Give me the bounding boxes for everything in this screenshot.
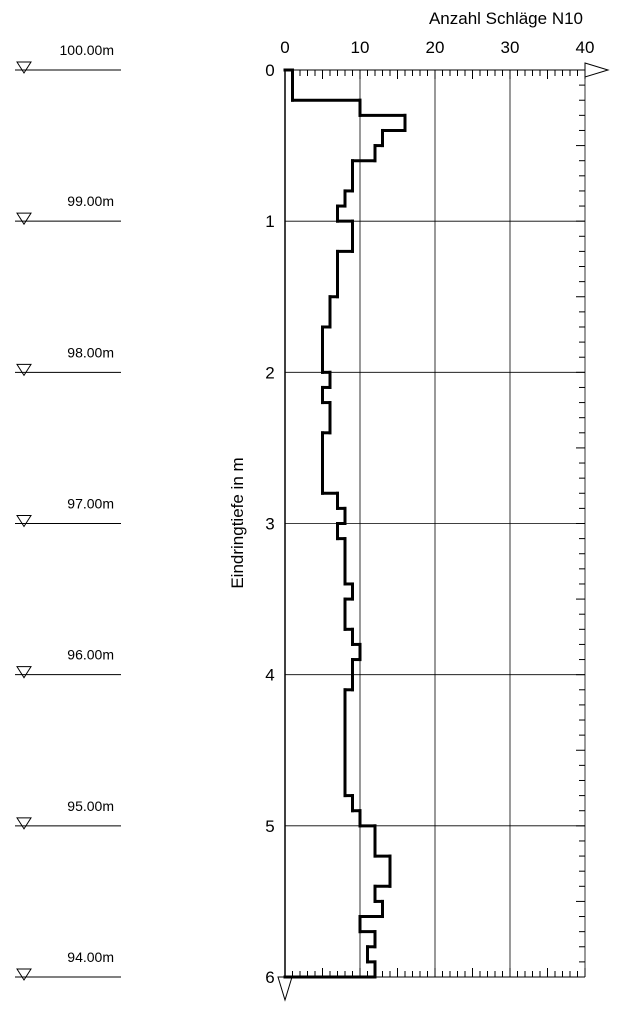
- x-axis-arrow: [584, 62, 610, 78]
- elevation-marker: [16, 61, 32, 74]
- y-axis-arrow: [277, 976, 293, 1002]
- elevation-marker: [16, 363, 32, 377]
- y-tick-label: 6: [265, 968, 274, 987]
- elevation-label: 97.00m: [67, 496, 114, 512]
- elevation-marker: [16, 817, 32, 830]
- y-tick-label: 3: [265, 515, 274, 534]
- elevation-marker: [16, 515, 32, 528]
- x-axis-title: Anzahl Schläge N10: [429, 9, 583, 28]
- y-tick-label: 4: [265, 666, 274, 685]
- elevation-label: 99.00m: [67, 193, 114, 209]
- x-tick-label: 20: [426, 38, 445, 57]
- x-tick-label: 30: [501, 38, 520, 57]
- y-tick-label: 0: [265, 61, 274, 80]
- elevation-label: 94.00m: [67, 949, 114, 965]
- elevation-marker: [16, 666, 32, 679]
- x-tick-label: 40: [576, 38, 595, 57]
- elevation-marker: [16, 212, 32, 226]
- x-tick-label: 0: [280, 38, 289, 57]
- y-tick-label: 1: [265, 212, 274, 231]
- y-tick-label: 2: [265, 363, 274, 382]
- elevation-label: 98.00m: [67, 344, 114, 360]
- elevation-label: 95.00m: [67, 798, 114, 814]
- x-tick-label: 10: [351, 38, 370, 57]
- elevation-label: 100.00m: [60, 42, 114, 58]
- y-axis-title: Eindringtiefe in m: [228, 457, 247, 588]
- elevation-marker: [16, 968, 32, 981]
- elevation-label: 96.00m: [67, 647, 114, 663]
- y-tick-label: 5: [265, 817, 274, 836]
